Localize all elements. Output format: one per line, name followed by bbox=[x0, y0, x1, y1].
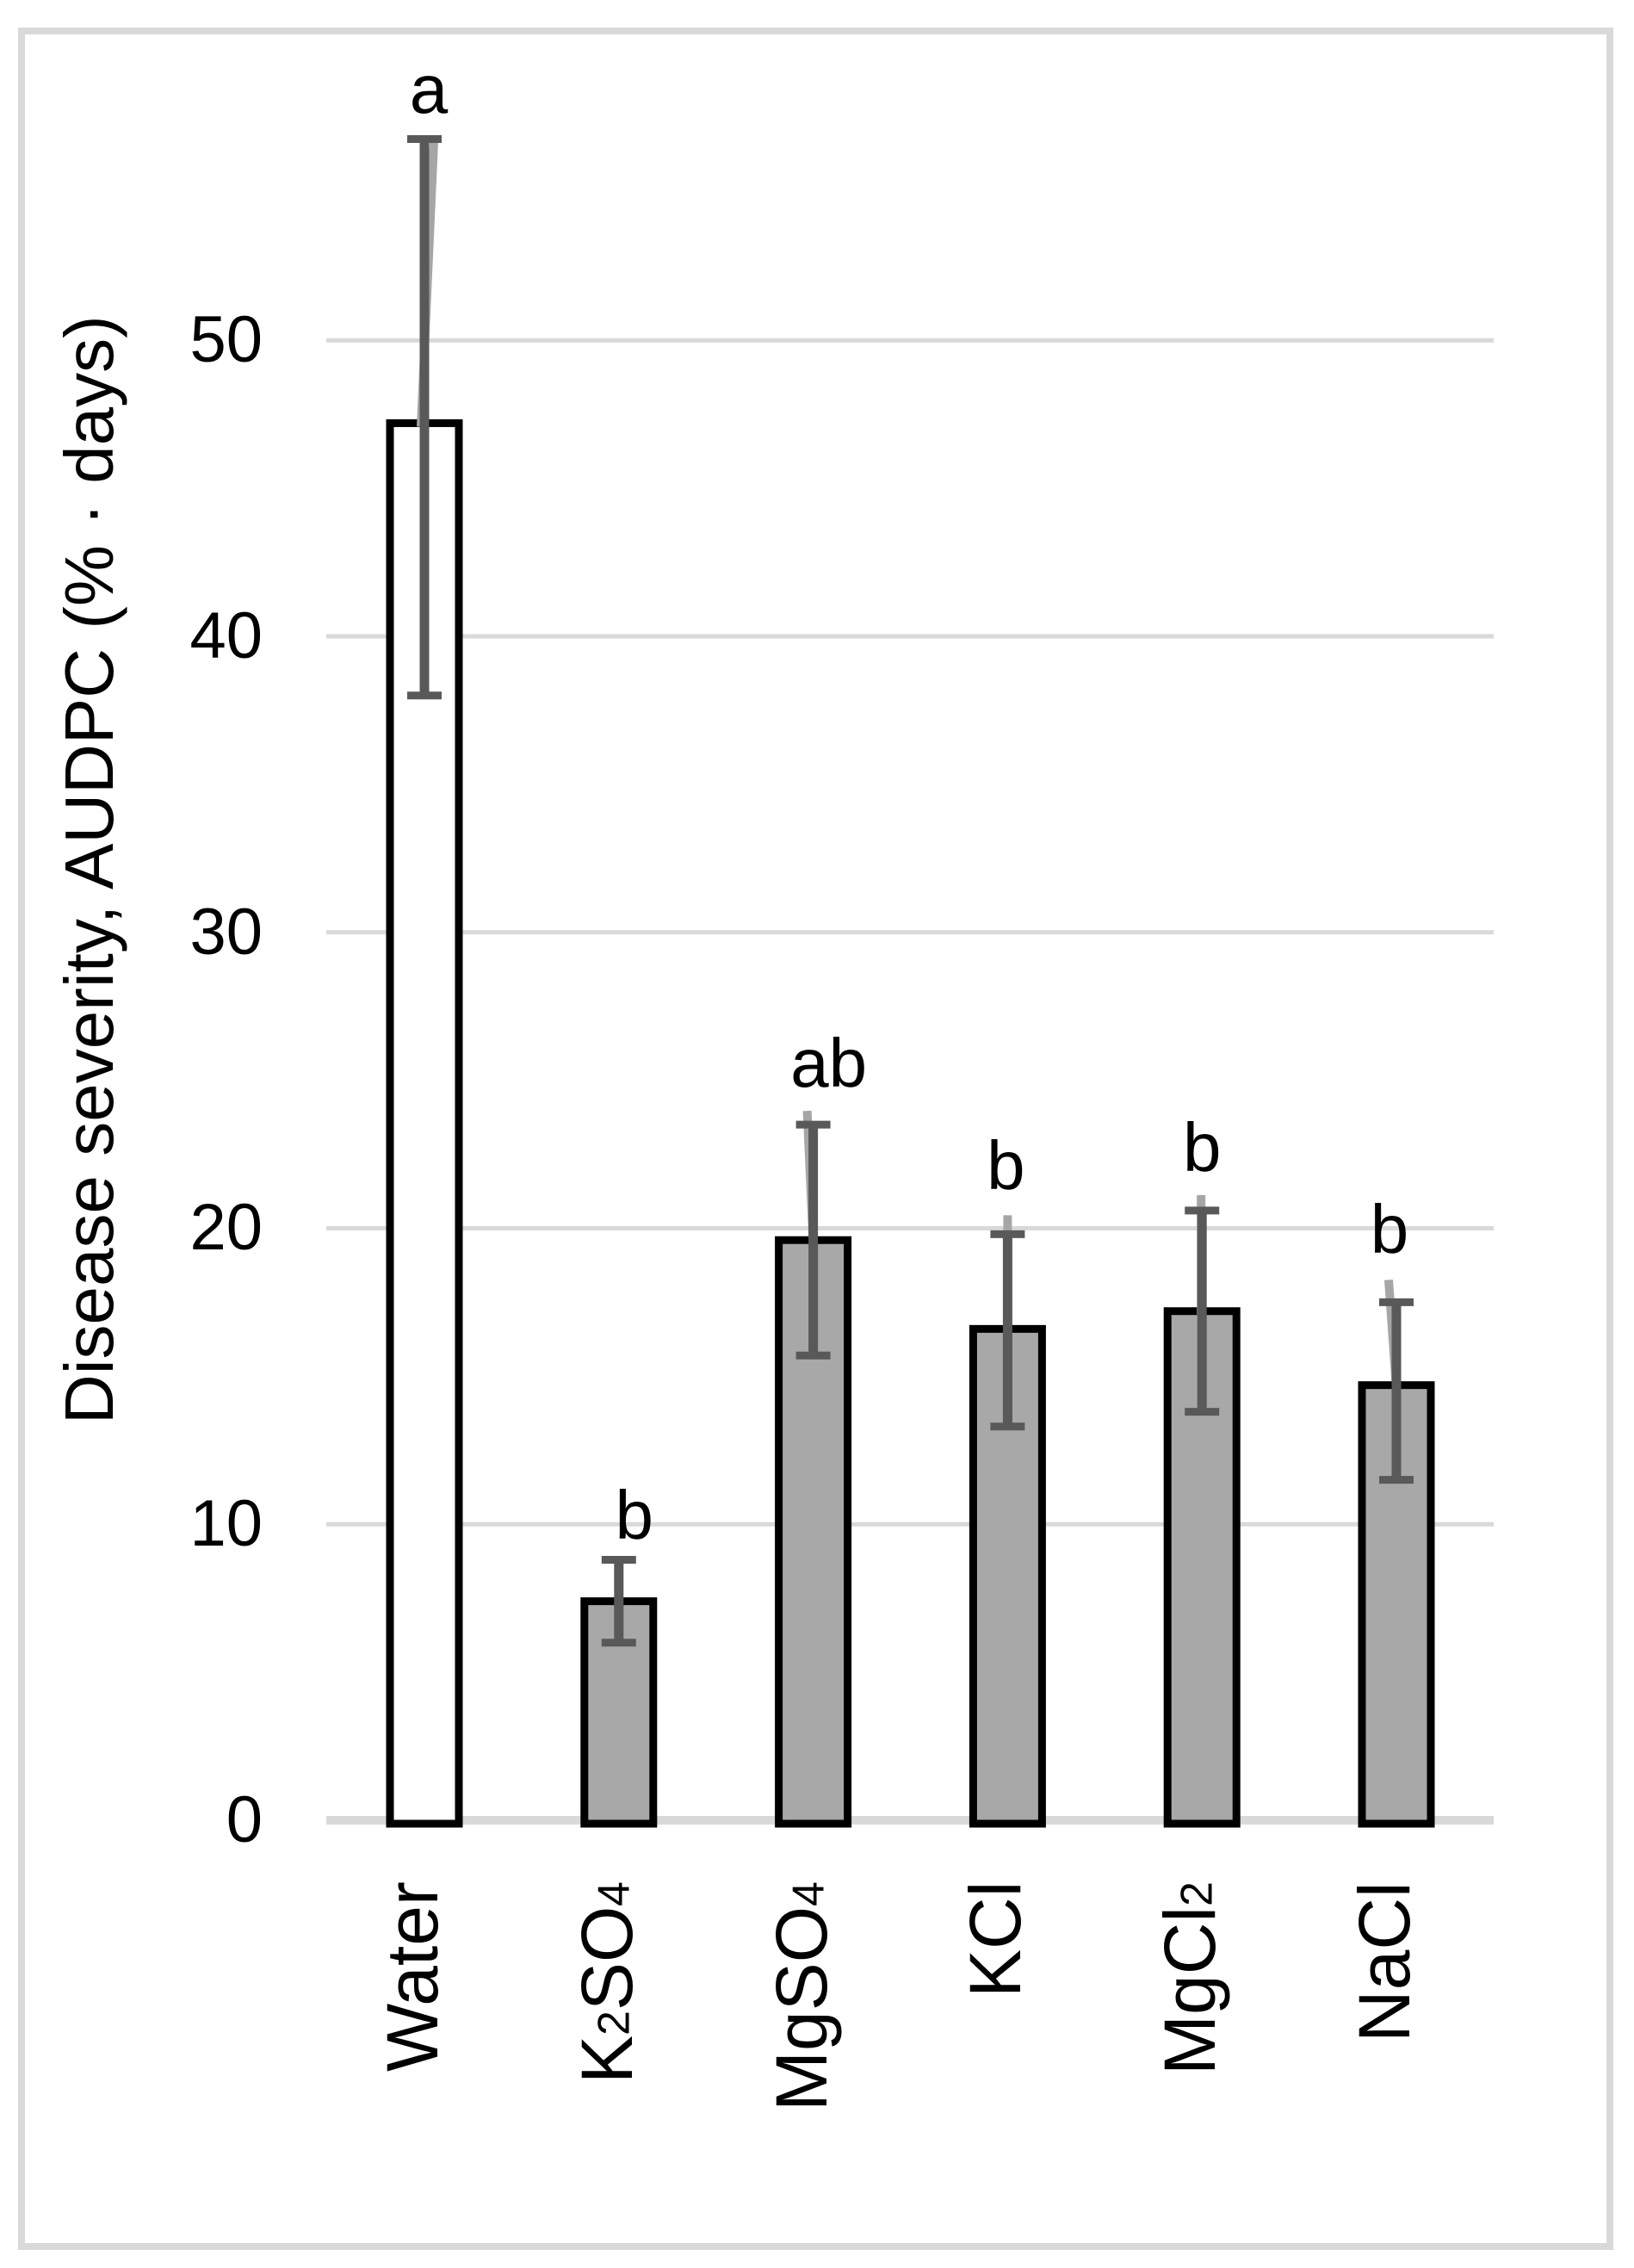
significance-letter: b bbox=[615, 1477, 654, 1554]
y-tick-label: 40 bbox=[189, 598, 263, 672]
x-category-label-NaCl: NaCl bbox=[1344, 1881, 1425, 2042]
subscript: 4 bbox=[589, 1881, 640, 1906]
bar-MgSO4 bbox=[775, 1236, 852, 1828]
y-axis-title: Disease severity, AUDPC (% · days) bbox=[51, 315, 127, 1424]
y-tick-label: 30 bbox=[189, 895, 263, 969]
subscript: 4 bbox=[783, 1881, 833, 1906]
significance-letter: b bbox=[987, 1127, 1025, 1205]
subscript: 2 bbox=[589, 2011, 640, 2036]
subscript: 2 bbox=[1172, 1881, 1222, 1906]
significance-letter: ab bbox=[790, 1025, 868, 1102]
significance-letter: a bbox=[409, 51, 449, 128]
y-tick-label: 10 bbox=[189, 1487, 263, 1561]
y-tick-label: 50 bbox=[189, 303, 263, 377]
x-category-label-KCl: KCl bbox=[955, 1881, 1037, 1998]
y-tick-label: 0 bbox=[226, 1783, 263, 1856]
significance-letter: b bbox=[1182, 1108, 1222, 1186]
y-tick-label: 20 bbox=[189, 1191, 263, 1265]
x-category-label-Water: Water bbox=[372, 1881, 453, 2072]
bar-MgCl2 bbox=[1163, 1307, 1241, 1828]
significance-letter: b bbox=[1370, 1191, 1409, 1268]
x-category-label-MgSO4: MgSO4 bbox=[760, 1881, 842, 2112]
x-category-label-MgCl2: MgCl2 bbox=[1149, 1881, 1231, 2075]
x-category-label-K2SO4: K2SO4 bbox=[566, 1881, 647, 2085]
chart-frame bbox=[18, 28, 1613, 2250]
